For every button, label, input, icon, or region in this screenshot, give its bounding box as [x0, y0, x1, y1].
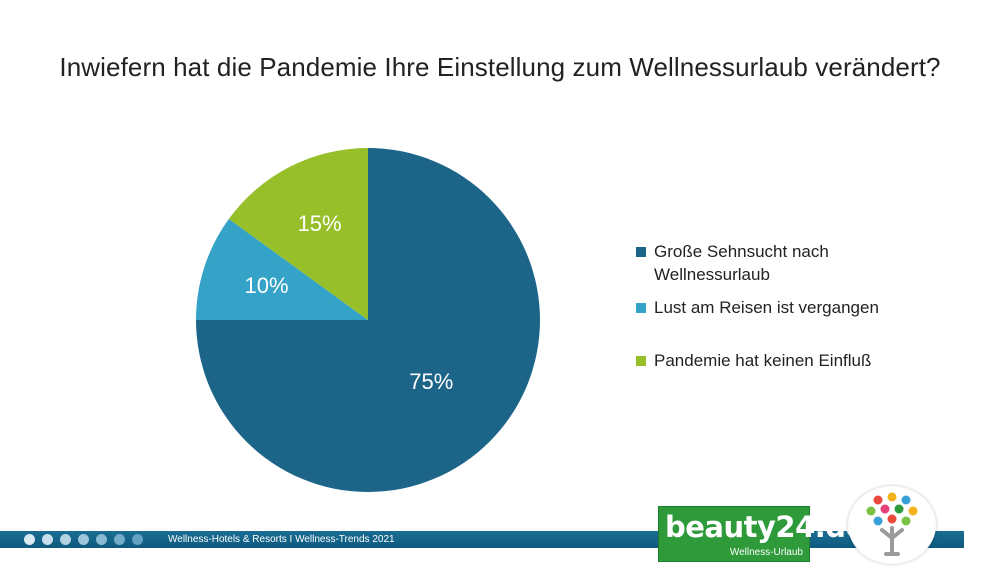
pie-slice-2: [228, 148, 368, 320]
footer-dot: [96, 534, 107, 545]
pie-label-1: 10%: [245, 273, 289, 298]
tree-logo: [848, 486, 936, 564]
brand-name: beauty24.de: [665, 510, 865, 544]
tree-logo-icon: [866, 492, 918, 556]
brand-tagline: Wellness-Urlaub: [729, 547, 803, 558]
legend-label: Lust am Reisen ist vergangen: [654, 298, 879, 317]
footer-dot: [42, 534, 53, 545]
legend-swatch: [636, 247, 646, 257]
brand-badge: beauty24.de Wellness-Urlaub: [658, 506, 865, 562]
legend-item-sehnsucht: Große Sehnsucht nach Wellnessurlaub: [636, 240, 899, 286]
footer-dot: [132, 534, 143, 545]
legend-swatch: [636, 303, 646, 313]
footer-dot: [78, 534, 89, 545]
footer-dot: [114, 534, 125, 545]
pie-label-2: 15%: [298, 211, 342, 236]
legend-label: Pandemie hat keinen Einfluß: [654, 351, 872, 370]
legend-item-pandemie: Pandemie hat keinen Einfluß: [636, 349, 899, 372]
footer-dot: [24, 534, 35, 545]
footer-dot: [60, 534, 71, 545]
chart-title: Inwiefern hat die Pandemie Ihre Einstell…: [59, 52, 941, 82]
legend-swatch: [636, 356, 646, 366]
pie-chart: 75% 10% 15%: [196, 148, 540, 492]
legend-label: Große Sehnsucht nach Wellnessurlaub: [654, 242, 829, 284]
pie-label-0: 75%: [409, 369, 453, 394]
footer-text: Wellness-Hotels & Resorts I Wellness-Tre…: [168, 534, 395, 545]
legend-item-reisen: Lust am Reisen ist vergangen: [636, 296, 899, 319]
pie-slice-1: [196, 218, 368, 320]
